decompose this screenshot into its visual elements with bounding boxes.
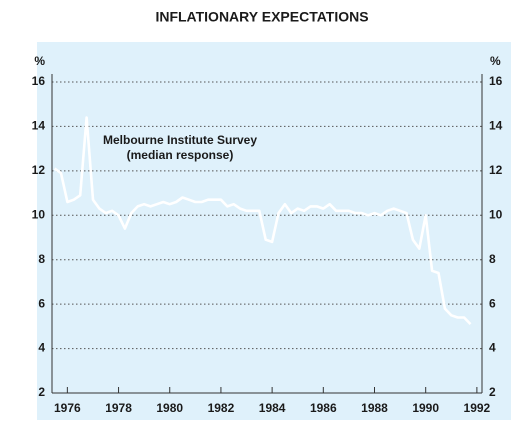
y2-tick-label: 16 — [489, 74, 503, 88]
x-tick-label: 1978 — [105, 401, 132, 415]
x-tick-label: 1992 — [464, 401, 491, 415]
data-line — [53, 116, 472, 326]
y2-tick-label: 2 — [489, 385, 496, 399]
x-tick-label: 1982 — [208, 401, 235, 415]
x-tick-label: 1980 — [156, 401, 183, 415]
x-tick-label: 1986 — [310, 401, 337, 415]
y2-tick-label: 8 — [489, 252, 496, 266]
y-tick-label: 6 — [38, 296, 45, 310]
annotation: (median response) — [127, 148, 234, 162]
y2-tick-label: 14 — [489, 119, 503, 133]
y2-tick-label: 6 — [489, 296, 496, 310]
y-tick-label: 4 — [38, 341, 45, 355]
x-tick-label: 1976 — [54, 401, 81, 415]
x-tick-label: 1984 — [259, 401, 286, 415]
y2-unit-label: % — [490, 54, 501, 68]
y-tick-label: 8 — [38, 252, 45, 266]
y-tick-label: 2 — [38, 385, 45, 399]
y-tick-label: 12 — [32, 163, 46, 177]
y-unit-label: % — [34, 54, 45, 68]
y2-tick-label: 10 — [489, 207, 503, 221]
chart-title: INFLATIONARY EXPECTATIONS — [155, 9, 368, 25]
y-tick-label: 16 — [32, 74, 46, 88]
x-tick-label: 1990 — [412, 401, 439, 415]
y2-tick-label: 12 — [489, 163, 503, 177]
x-tick-label: 1988 — [361, 401, 388, 415]
y2-tick-label: 4 — [489, 341, 496, 355]
y-tick-label: 10 — [32, 207, 46, 221]
y-tick-label: 14 — [32, 119, 46, 133]
annotation: Melbourne Institute Survey — [103, 133, 257, 147]
